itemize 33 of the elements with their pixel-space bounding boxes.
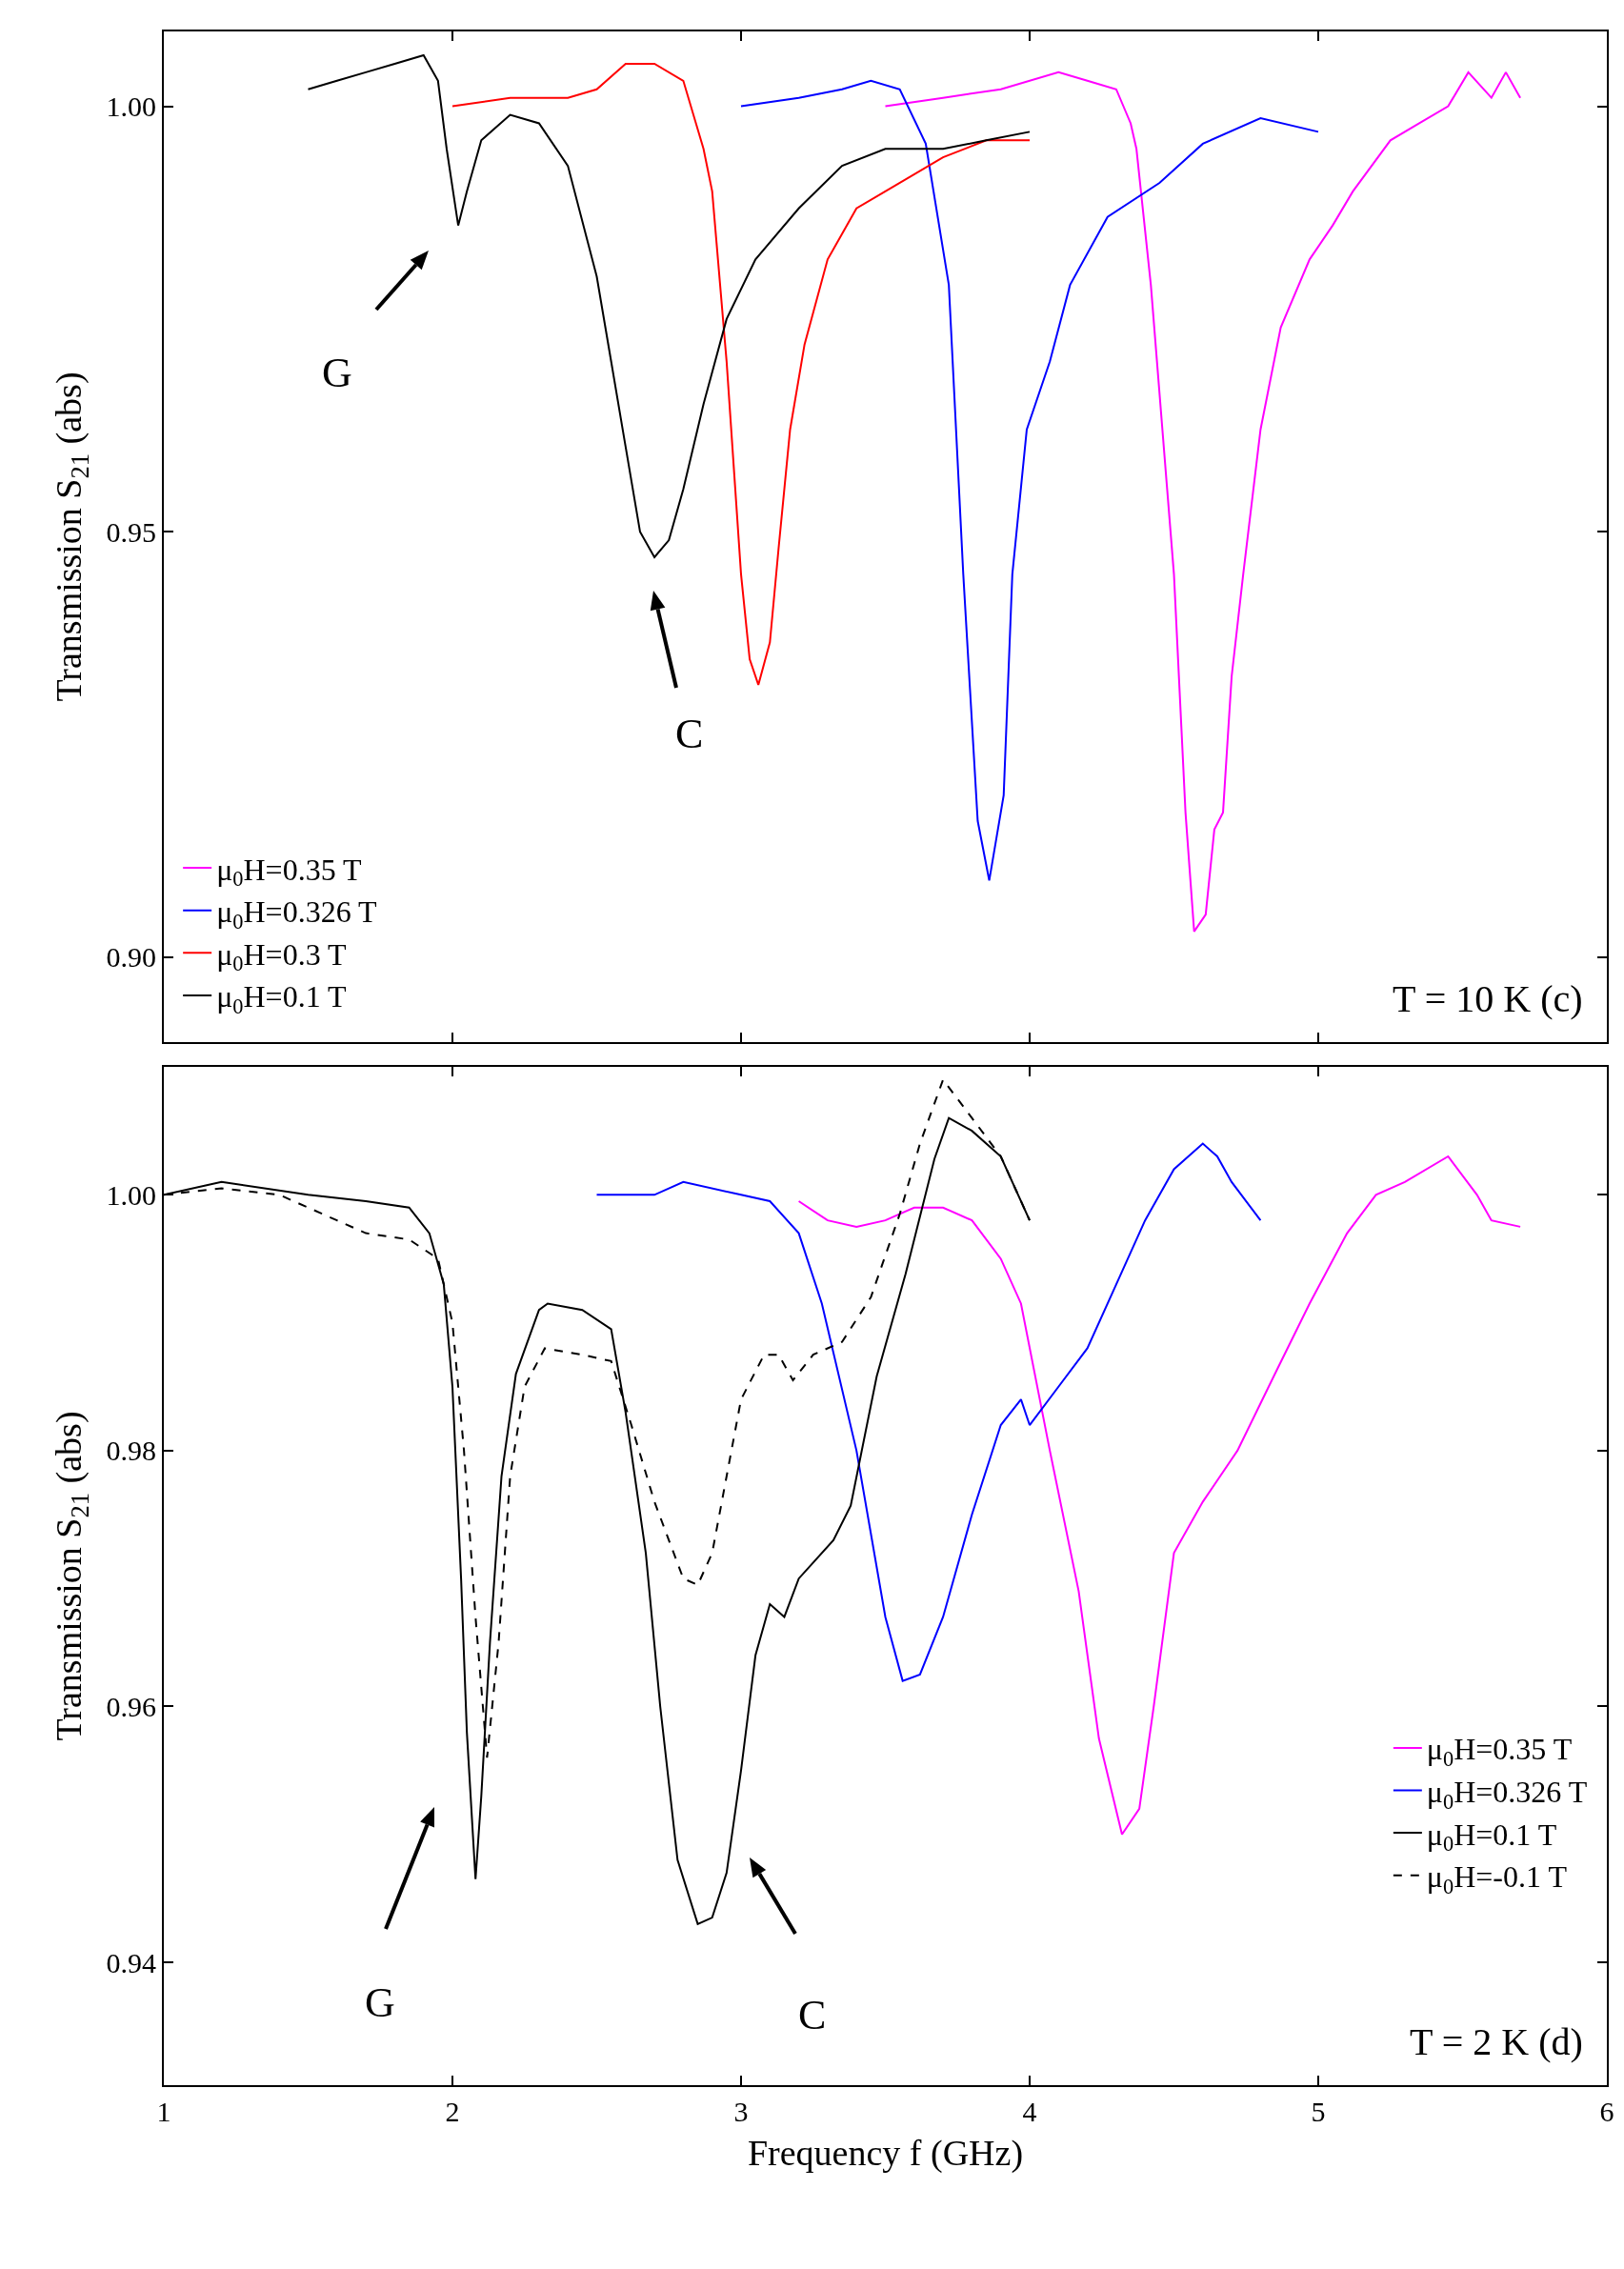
- y-tick-label: 0.96: [106, 1690, 156, 1722]
- line-series: [451, 62, 1031, 686]
- legend-label: μ$_{0}$H=0.3 T: [216, 936, 348, 976]
- line-series: [740, 79, 1319, 882]
- legend-label: μ$_{0}$H=0.35 T: [216, 852, 363, 892]
- annotation: C: [675, 711, 704, 757]
- legend-label: μ$_{0}$H=0.326 T: [216, 894, 378, 934]
- x-tick-label: 1: [156, 2096, 171, 2127]
- x-tick-label: 3: [733, 2096, 749, 2127]
- legend-label: μ$_{0}$H=0.326 T: [1426, 1774, 1588, 1814]
- annotation: T = 2 K (d): [1410, 2020, 1583, 2063]
- annotation: G: [322, 350, 352, 396]
- y-tick-label: 1.00: [106, 90, 156, 123]
- y-tick-label: 0.90: [106, 941, 156, 974]
- line-series: [595, 1142, 1262, 1682]
- y-tick-label: 0.95: [106, 515, 156, 548]
- y-tick-label: 0.98: [106, 1435, 156, 1467]
- line-series: [307, 54, 1031, 558]
- x-tick-label: 6: [1599, 2096, 1614, 2127]
- annotation: T = 10 K (c): [1393, 977, 1583, 1020]
- x-axis-title: Frequency f (GHz): [747, 2132, 1024, 2174]
- legend-label: μ$_{0}$H=0.35 T: [1426, 1732, 1573, 1772]
- legend-label: μ$_{0}$H=0.1 T: [1426, 1817, 1557, 1857]
- x-tick-label: 5: [1311, 2096, 1326, 2127]
- x-tick-label: 4: [1022, 2096, 1037, 2127]
- legend-label: μ$_{0}$H=0.1 T: [216, 979, 348, 1019]
- x-tick-label: 2: [445, 2096, 460, 2127]
- annotation: G: [365, 1979, 395, 2026]
- y-tick-label: 1.00: [106, 1178, 156, 1211]
- line-series: [884, 70, 1522, 933]
- legend-label: μ$_{0}$H=-0.1 T: [1426, 1859, 1568, 1898]
- annotation: C: [798, 1992, 827, 2038]
- y-tick-label: 0.94: [106, 1946, 156, 1978]
